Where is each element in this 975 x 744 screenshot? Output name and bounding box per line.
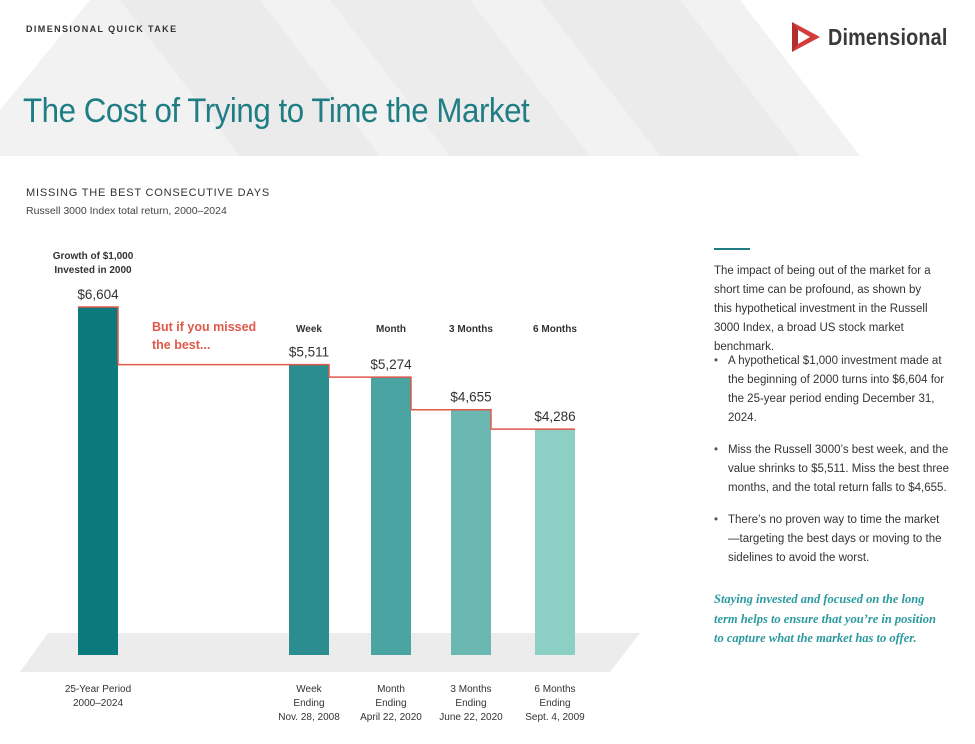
category-label: Ending (375, 698, 406, 709)
sidebar-bullets: A hypothetical $1,000 investment made at… (714, 352, 950, 581)
value-label: $5,511 (289, 345, 329, 360)
category-label: Nov. 28, 2008 (278, 712, 340, 723)
category-label: 2000–2024 (73, 698, 123, 709)
bar-4 (535, 429, 575, 655)
category-label: Ending (455, 698, 486, 709)
logo-mark-icon (792, 22, 820, 52)
category-label: June 22, 2020 (439, 712, 503, 723)
category-label: 6 Months (534, 684, 575, 695)
column-header: Week (296, 324, 322, 335)
sidebar-bullet: There’s no proven way to time the market… (714, 511, 950, 568)
column-header: Month (376, 324, 406, 335)
header-background (0, 0, 975, 156)
category-label: Ending (539, 698, 570, 709)
chart-title: MISSING THE BEST CONSECUTIVE DAYS (26, 187, 270, 199)
category-label: Sept. 4, 2009 (525, 712, 585, 723)
sidebar-quote: Staying invested and focused on the long… (714, 592, 936, 645)
sidebar-intro: The impact of being out of the market fo… (714, 265, 931, 353)
column-header: 3 Months (449, 324, 493, 335)
value-label: $5,274 (370, 357, 412, 372)
bar-3 (451, 409, 491, 655)
bar-0 (78, 307, 118, 655)
value-label: $4,286 (534, 409, 575, 424)
page-title: The Cost of Trying to Time the Market (23, 92, 530, 130)
value-label: $4,655 (450, 390, 491, 405)
category-label: 3 Months (450, 684, 491, 695)
sidebar-bullet: Miss the Russell 3000’s best week, and t… (714, 441, 950, 498)
bar-1 (289, 364, 329, 655)
category-label: 25-Year Period (65, 684, 131, 695)
category-label: Week (296, 684, 322, 695)
callout-label: But if you missed (152, 320, 256, 334)
baseline-label: Growth of $1,000 (53, 251, 134, 262)
bar-chart: Growth of $1,000 Invested in 2000 But if y… (20, 251, 640, 723)
sidebar-divider (714, 248, 750, 250)
category-label: Ending (293, 698, 324, 709)
step-line (78, 306, 575, 430)
sidebar-bullet: A hypothetical $1,000 investment made at… (714, 352, 950, 428)
baseline-label: Invested in 2000 (54, 265, 132, 276)
logo-text: Dimensional (828, 23, 948, 50)
category-label: April 22, 2020 (360, 712, 422, 723)
column-header: 6 Months (533, 324, 577, 335)
value-label: $6,604 (77, 287, 119, 302)
category-label: Month (377, 684, 405, 695)
eyebrow-label: DIMENSIONAL QUICK TAKE (26, 24, 178, 34)
bar-2 (371, 377, 411, 655)
callout-label: the best... (152, 338, 210, 352)
dimensional-logo: Dimensional (790, 20, 967, 54)
chart-subtitle: Russell 3000 Index total return, 2000–20… (26, 205, 227, 217)
